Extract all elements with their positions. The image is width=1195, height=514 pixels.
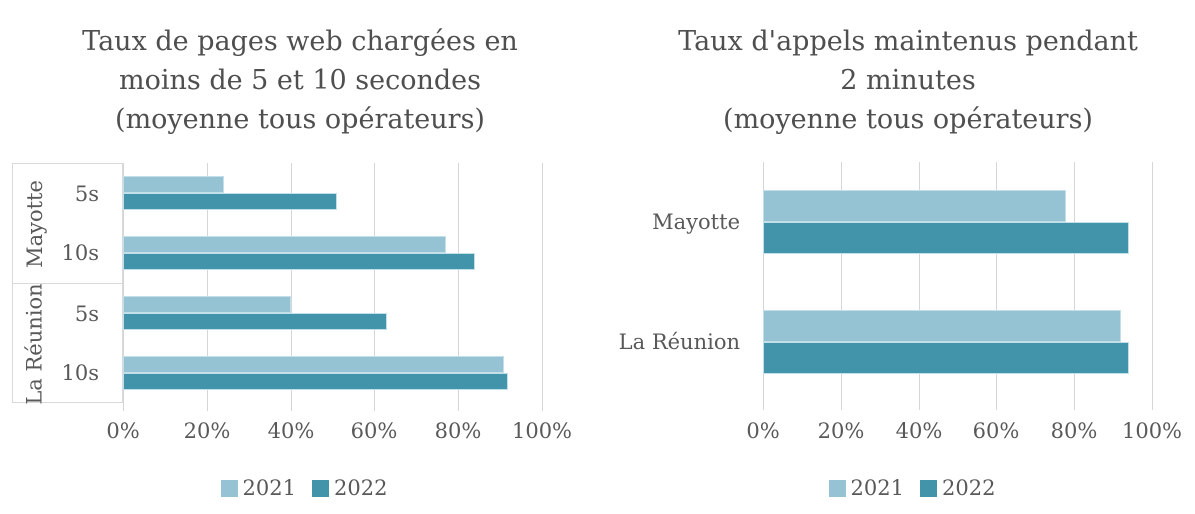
chart-title-line: Taux de pages web chargées en [82,26,518,57]
gridline [996,162,997,402]
x-tick-label: 100% [511,419,573,443]
x-tick-label: 20% [183,419,231,443]
axis-tick [1152,402,1153,410]
category-axis-box: Mayotte 5s 10s La Réunion 5s 10s [12,163,123,405]
chart-title-line: (moyenne tous opérateurs) [115,104,485,135]
x-tick-label: 60% [350,419,398,443]
legend-item-2022: 2022 [312,476,387,500]
category-label-la-reunion: La Réunion [618,330,740,354]
group-label-la-reunion: La Réunion [13,282,57,405]
legend-label: 2021 [242,476,296,500]
bar-2021-mayotte-10s [123,236,446,253]
gridline [1074,162,1075,402]
legend-swatch-2021 [220,479,238,497]
legend-item-2021: 2021 [220,476,296,500]
axis-tick [374,403,375,411]
legend-label: 2022 [334,476,388,500]
legend: 2021 2022 [44,476,564,500]
bar-2022-mayotte-5s [123,193,337,210]
axis-tick [919,402,920,410]
x-tick-label: 40% [895,419,943,443]
chart-title-line: moins de 5 et 10 secondes [119,65,481,96]
x-tick-label: 100% [1121,419,1183,443]
axis-tick [458,403,459,411]
legend-swatch-2021 [828,479,846,497]
bar-2022-la-reunion-10s [123,373,508,390]
x-tick-label: 0% [746,419,780,443]
gridline [123,163,124,403]
group-label-text: La Réunion [23,282,48,405]
bar-2021-mayotte-5s [123,176,224,193]
legend-swatch-2022 [312,479,329,497]
axis-group-mayotte: Mayotte 5s 10s [13,164,122,283]
legend-item-2022: 2022 [920,476,995,500]
gridline [542,163,543,403]
group-label-text: Mayotte [23,179,47,268]
legend: 2021 2022 [632,476,1192,500]
legend-label: 2021 [850,476,904,500]
gridline [458,163,459,403]
x-tick-label: 80% [434,419,482,443]
x-tick-label: 20% [817,419,865,443]
gridline [919,162,920,402]
x-tick-label: 40% [267,419,315,443]
x-tick-label: 0% [106,419,140,443]
chart-title-line: 2 minutes [840,65,976,96]
category-label-mayotte: Mayotte [652,210,740,234]
bar-2022-la-reunion [763,342,1129,374]
axis-tick [841,402,842,410]
chart-title: Taux de pages web chargées en moins de 5… [40,22,560,139]
axis-tick [123,403,124,411]
category-label-mayotte-5s: 5s [74,181,99,206]
gridline [841,162,842,402]
plot-area [123,163,543,403]
axis-group-la-reunion: La Réunion 5s 10s [13,282,122,405]
legend-label: 2022 [942,476,996,500]
category-label-la-reunion-10s: 10s [61,361,100,386]
category-label-la-reunion-5s: 5s [74,301,99,326]
bar-2022-mayotte [763,222,1129,254]
bar-2021-la-reunion [763,310,1121,342]
gridline [374,163,375,403]
plot-area [763,162,1153,402]
category-label-mayotte-10s: 10s [61,241,100,266]
bar-2021-mayotte [763,190,1066,222]
gridline [291,163,292,403]
x-tick-label: 80% [1050,419,1098,443]
axis-tick [291,403,292,411]
chart-title-line: Taux d'appels maintenus pendant [678,26,1138,57]
axis-tick [763,402,764,410]
gridline [763,162,764,402]
axis-tick [996,402,997,410]
x-tick-label: 60% [972,419,1020,443]
chart-title: Taux d'appels maintenus pendant 2 minute… [628,22,1188,139]
chart-title-line: (moyenne tous opérateurs) [723,104,1093,135]
chart-taux-pages-web: Taux de pages web chargées en moins de 5… [0,0,597,514]
bar-2021-la-reunion-10s [123,356,504,373]
bar-2022-mayotte-10s [123,253,475,270]
chart-taux-appels: Taux d'appels maintenus pendant 2 minute… [597,0,1195,514]
axis-tick [1074,402,1075,410]
gridline [207,163,208,403]
group-label-mayotte: Mayotte [13,164,57,283]
axis-tick [542,403,543,411]
legend-item-2021: 2021 [828,476,904,500]
bar-2021-la-reunion-5s [123,296,291,313]
legend-swatch-2022 [920,479,937,497]
axis-tick [207,403,208,411]
bar-2022-la-reunion-5s [123,313,387,330]
gridline [1152,162,1153,402]
